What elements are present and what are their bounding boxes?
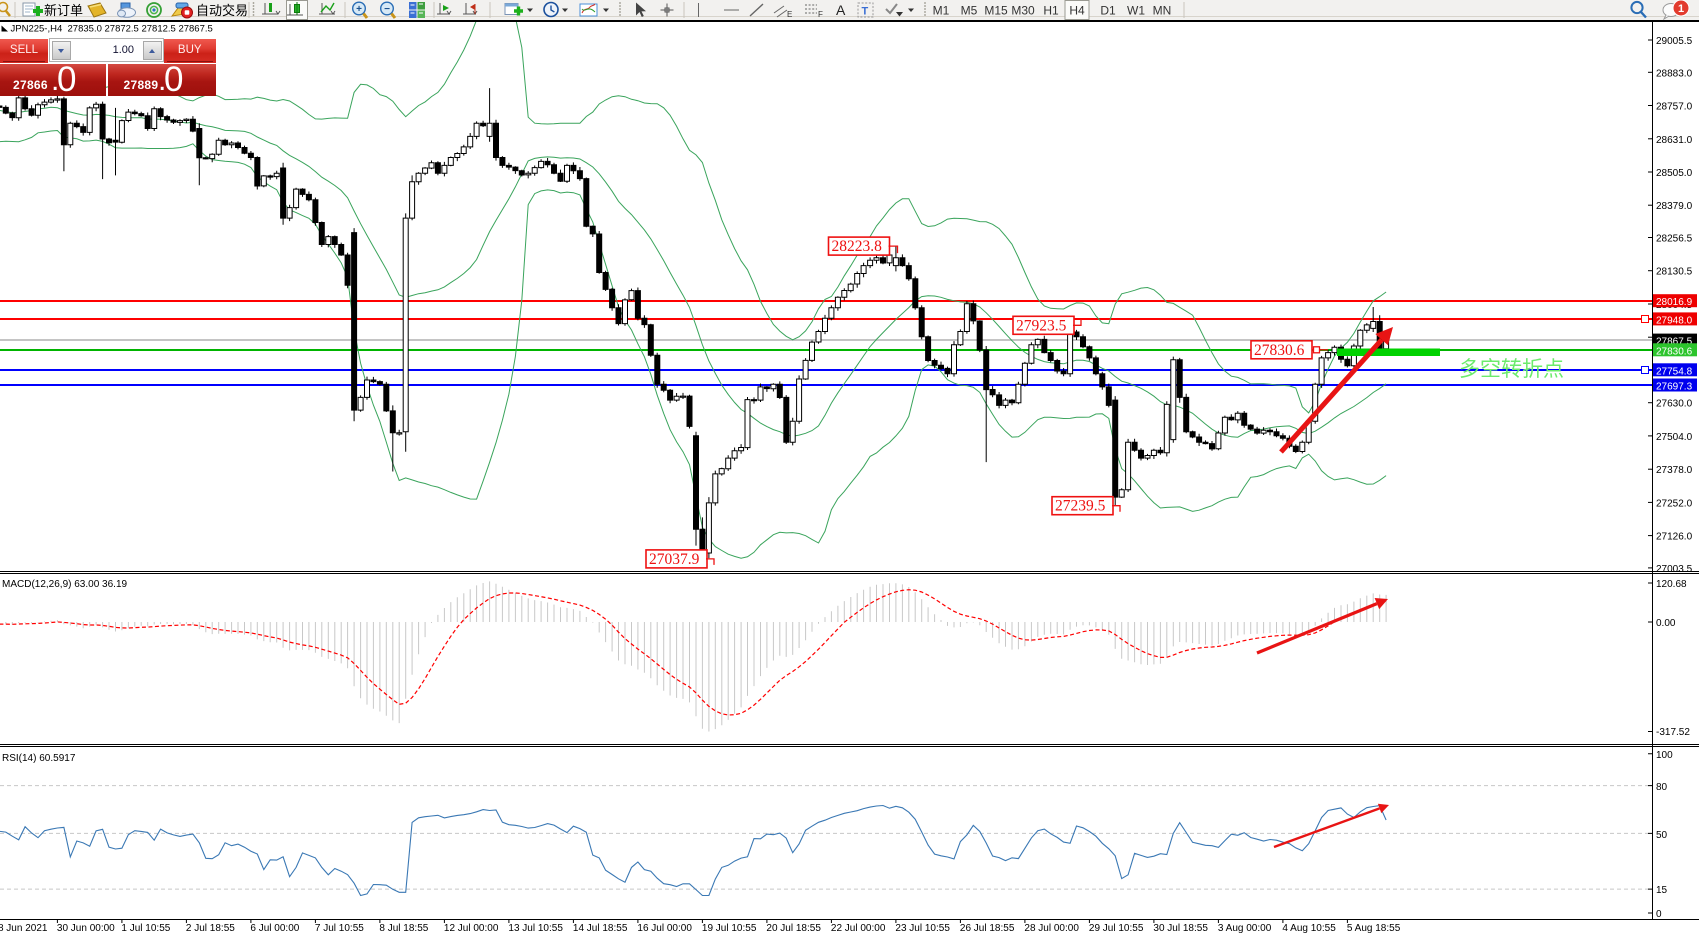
svg-text:12 Jul 00:00: 12 Jul 00:00: [444, 923, 499, 934]
svg-text:14 Jul 18:55: 14 Jul 18:55: [573, 923, 628, 934]
svg-text:50: 50: [1656, 830, 1668, 841]
svg-text:16 Jul 00:00: 16 Jul 00:00: [637, 923, 692, 934]
svg-text:28757.0: 28757.0: [1656, 102, 1693, 113]
svg-text:15: 15: [1656, 885, 1668, 896]
svg-text:27239.5: 27239.5: [1055, 498, 1106, 515]
svg-text:80: 80: [1656, 782, 1668, 793]
svg-text:27126.0: 27126.0: [1656, 532, 1693, 543]
svg-text:H1: H1: [1043, 4, 1059, 18]
svg-text:F: F: [818, 10, 823, 19]
svg-text:+: +: [356, 4, 362, 15]
svg-text:20 Jul 18:55: 20 Jul 18:55: [766, 923, 821, 934]
svg-text:27830.6: 27830.6: [1656, 346, 1693, 357]
svg-text:27630.0: 27630.0: [1656, 399, 1693, 410]
svg-text:27037.9: 27037.9: [649, 551, 700, 568]
svg-text:MN: MN: [1153, 4, 1172, 18]
svg-text:RSI(14) 60.5917: RSI(14) 60.5917: [2, 753, 76, 764]
svg-text:27003.5: 27003.5: [1656, 564, 1693, 575]
svg-text:22 Jul 00:00: 22 Jul 00:00: [831, 923, 886, 934]
svg-text:120.68: 120.68: [1656, 579, 1687, 590]
svg-text:1 Jul 10:55: 1 Jul 10:55: [121, 923, 170, 934]
svg-text:28130.5: 28130.5: [1656, 267, 1693, 278]
svg-text:MACD(12,26,9) 63.00 36.19: MACD(12,26,9) 63.00 36.19: [2, 579, 128, 590]
svg-text:多空转折点: 多空转折点: [1459, 358, 1564, 381]
svg-text:27754.8: 27754.8: [1656, 366, 1693, 377]
svg-text:7 Jul 10:55: 7 Jul 10:55: [315, 923, 364, 934]
svg-text:29005.5: 29005.5: [1656, 36, 1693, 47]
svg-text:30 Jun 00:00: 30 Jun 00:00: [57, 923, 115, 934]
svg-text:27697.3: 27697.3: [1656, 382, 1693, 393]
svg-text:4 Aug 10:55: 4 Aug 10:55: [1282, 923, 1336, 934]
svg-text:A: A: [836, 2, 846, 18]
svg-text:−: −: [384, 4, 390, 15]
svg-text:5 Aug 18:55: 5 Aug 18:55: [1347, 923, 1401, 934]
svg-text:1: 1: [1678, 3, 1684, 15]
svg-text:28631.0: 28631.0: [1656, 135, 1693, 146]
svg-text:28379.0: 28379.0: [1656, 201, 1693, 212]
svg-text:E: E: [787, 10, 792, 19]
svg-text:6 Jul 00:00: 6 Jul 00:00: [250, 923, 299, 934]
svg-text:27378.0: 27378.0: [1656, 465, 1693, 476]
svg-text:27923.5: 27923.5: [1016, 317, 1067, 334]
svg-text:28 Jun 2021: 28 Jun 2021: [0, 923, 48, 934]
svg-text:100: 100: [1656, 750, 1673, 761]
svg-text:0: 0: [1656, 909, 1662, 920]
svg-text:M15: M15: [984, 4, 1008, 18]
svg-text:28 Jul 00:00: 28 Jul 00:00: [1024, 923, 1079, 934]
svg-text:29 Jul 10:55: 29 Jul 10:55: [1089, 923, 1144, 934]
svg-text:27830.6: 27830.6: [1254, 342, 1305, 359]
svg-text:28505.0: 28505.0: [1656, 168, 1693, 179]
svg-text:自动交易: 自动交易: [196, 3, 248, 18]
svg-text:27867.5: 27867.5: [1656, 337, 1693, 348]
svg-text:D1: D1: [1100, 4, 1116, 18]
svg-text:新订单: 新订单: [44, 3, 83, 18]
svg-text:27504.0: 27504.0: [1656, 432, 1693, 443]
svg-text:27948.0: 27948.0: [1656, 315, 1693, 326]
svg-text:2 Jul 18:55: 2 Jul 18:55: [186, 923, 235, 934]
svg-text:28256.5: 28256.5: [1656, 234, 1693, 245]
svg-text:3 Aug 00:00: 3 Aug 00:00: [1218, 923, 1272, 934]
svg-text:28883.0: 28883.0: [1656, 68, 1693, 79]
svg-text:23 Jul 10:55: 23 Jul 10:55: [895, 923, 950, 934]
svg-text:H4: H4: [1069, 4, 1085, 18]
svg-text:27252.0: 27252.0: [1656, 498, 1693, 509]
svg-text:T: T: [862, 6, 869, 18]
svg-text:19 Jul 10:55: 19 Jul 10:55: [702, 923, 757, 934]
svg-text:26 Jul 18:55: 26 Jul 18:55: [960, 923, 1015, 934]
svg-text:W1: W1: [1127, 4, 1145, 18]
svg-text:8 Jul 18:55: 8 Jul 18:55: [379, 923, 428, 934]
svg-text:13 Jul 10:55: 13 Jul 10:55: [508, 923, 563, 934]
svg-text:0.00: 0.00: [1656, 618, 1676, 629]
svg-text:M5: M5: [961, 4, 978, 18]
svg-text:-317.52: -317.52: [1656, 727, 1690, 738]
svg-text:M1: M1: [933, 4, 950, 18]
svg-text:28223.8: 28223.8: [832, 238, 883, 255]
svg-text:28016.9: 28016.9: [1656, 297, 1693, 308]
svg-text:30 Jul 18:55: 30 Jul 18:55: [1153, 923, 1208, 934]
svg-text:JPN225-,H4 27835.0 27872.5 27: JPN225-,H4 27835.0 27872.5 27812.5 27867…: [11, 24, 213, 35]
svg-text:M30: M30: [1011, 4, 1035, 18]
